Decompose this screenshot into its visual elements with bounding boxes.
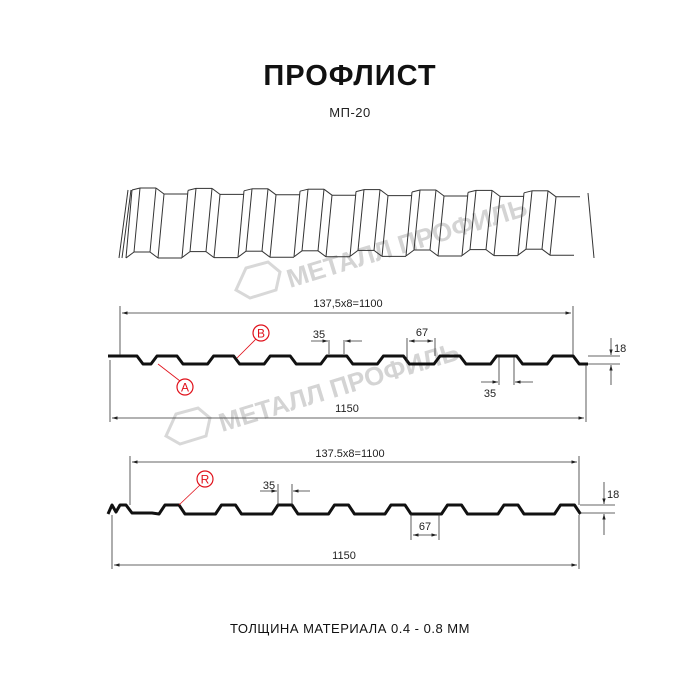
- svg-text:B: B: [257, 327, 265, 341]
- sheet-edge: [355, 189, 365, 193]
- marker-a: A: [157, 363, 194, 396]
- sheet-edge: [373, 249, 383, 257]
- sheet-edge: [323, 188, 333, 196]
- sheet-edge: [133, 187, 141, 253]
- sheet-edge: [267, 188, 277, 196]
- pitch-dim-label-2: 137.5x8=1100: [315, 448, 384, 460]
- sheet-edge: [189, 188, 197, 252]
- model-subtitle: МП-20: [329, 105, 371, 120]
- profile-2-line: [106, 503, 582, 516]
- sheet-edge: [541, 190, 549, 250]
- sheet-edge: [517, 248, 527, 256]
- sheet-edge: [157, 193, 165, 259]
- sheet-edge: [525, 190, 533, 250]
- crest-width-label-2: 35: [263, 480, 275, 492]
- sheet-edge: [411, 189, 421, 193]
- profile-1: 137,5x8=1100 1150 35 67 35 18 A B: [108, 298, 626, 422]
- sheet-3d-view: [118, 187, 595, 259]
- sheet-edge: [245, 188, 253, 252]
- sheet-edge: [155, 187, 165, 195]
- crest-width-label-1: 35: [313, 329, 325, 341]
- sheet-edge: [485, 249, 495, 257]
- sheet-edge: [491, 189, 501, 197]
- marker-r: R: [178, 470, 214, 506]
- sheet-edge: [149, 187, 157, 253]
- bottom-crest-label-1: 35: [484, 388, 496, 400]
- sheet-edge: [205, 251, 215, 259]
- sheet-edge: [125, 251, 135, 259]
- sheet-edge: [317, 189, 325, 251]
- sheet-edge: [429, 249, 439, 257]
- sheet-edge: [237, 190, 245, 258]
- sheet-edge: [213, 194, 221, 258]
- sheet-edge: [547, 190, 557, 198]
- sheet-edge: [325, 195, 333, 257]
- svg-text:R: R: [201, 473, 210, 487]
- sheet-edge: [293, 250, 303, 258]
- sheet-edge: [125, 189, 133, 259]
- sheet-edge: [261, 188, 269, 252]
- sheet-edge: [381, 195, 389, 257]
- sheet-edge: [187, 187, 197, 191]
- sheet-edge: [349, 191, 357, 257]
- sheet-edge: [541, 248, 551, 256]
- sheet-edge: [549, 196, 557, 256]
- material-thickness-note: ТОЛЩИНА МАТЕРИАЛА 0.4 - 0.8 ММ: [230, 621, 470, 636]
- sheet-edge: [379, 189, 389, 197]
- sheet-edge: [467, 189, 477, 193]
- sheet-edge: [205, 188, 213, 252]
- height-label-1: 18: [614, 343, 626, 355]
- sheet-edge: [461, 192, 469, 256]
- sheet-edge: [373, 189, 381, 251]
- sheet-edge: [237, 250, 247, 258]
- sheet-edge: [461, 249, 471, 257]
- watermark-2: МЕТАЛЛ ПРОФИЛЬ: [164, 336, 463, 446]
- trough-width-label-2: 67: [419, 521, 431, 533]
- sheet-edge: [349, 249, 359, 257]
- sheet-edge: [413, 189, 421, 251]
- sheet-edge: [181, 251, 191, 259]
- height-label-2: 18: [607, 489, 619, 501]
- sheet-edge: [149, 251, 159, 259]
- svg-text:МЕТАЛЛ ПРОФИЛЬ: МЕТАЛЛ ПРОФИЛЬ: [215, 336, 463, 438]
- sheet-edge: [405, 249, 415, 257]
- sheet-edge: [587, 192, 595, 259]
- sheet-edge: [405, 191, 413, 257]
- svg-text:A: A: [181, 381, 189, 395]
- page-title: ПРОФЛИСТ: [263, 60, 437, 92]
- total-width-label-2: 1150: [332, 550, 356, 562]
- sheet-edge: [485, 190, 493, 250]
- sheet-edge: [469, 190, 477, 250]
- sheet-edge: [429, 189, 437, 251]
- sheet-edge: [301, 189, 309, 251]
- profile-1-line: [108, 354, 588, 366]
- sheet-edge: [357, 189, 365, 251]
- profile-2: 137.5x8=1100 1150 35 67 18 R: [106, 448, 619, 569]
- sheet-edge: [435, 189, 445, 197]
- sheet-edge: [121, 189, 132, 259]
- sheet-edge: [493, 196, 501, 256]
- sheet-edge: [243, 188, 253, 192]
- sheet-edge: [517, 192, 525, 256]
- sheet-edge: [317, 250, 327, 258]
- sheet-edge: [261, 250, 271, 258]
- pitch-dim-label-1: 137,5x8=1100: [313, 298, 382, 310]
- sheet-edge: [299, 188, 309, 192]
- sheet-edge: [293, 191, 301, 257]
- sheet-edge: [181, 190, 189, 258]
- sheet-edge: [211, 187, 221, 195]
- trough-width-label-1: 67: [416, 327, 428, 339]
- sheet-edge: [118, 189, 129, 259]
- marker-b: B: [236, 324, 270, 359]
- total-width-label-1: 1150: [335, 403, 359, 415]
- sheet-edge: [523, 190, 533, 194]
- sheet-edge: [437, 195, 445, 257]
- sheet-edge: [269, 194, 277, 258]
- sheet-edge: [131, 187, 141, 191]
